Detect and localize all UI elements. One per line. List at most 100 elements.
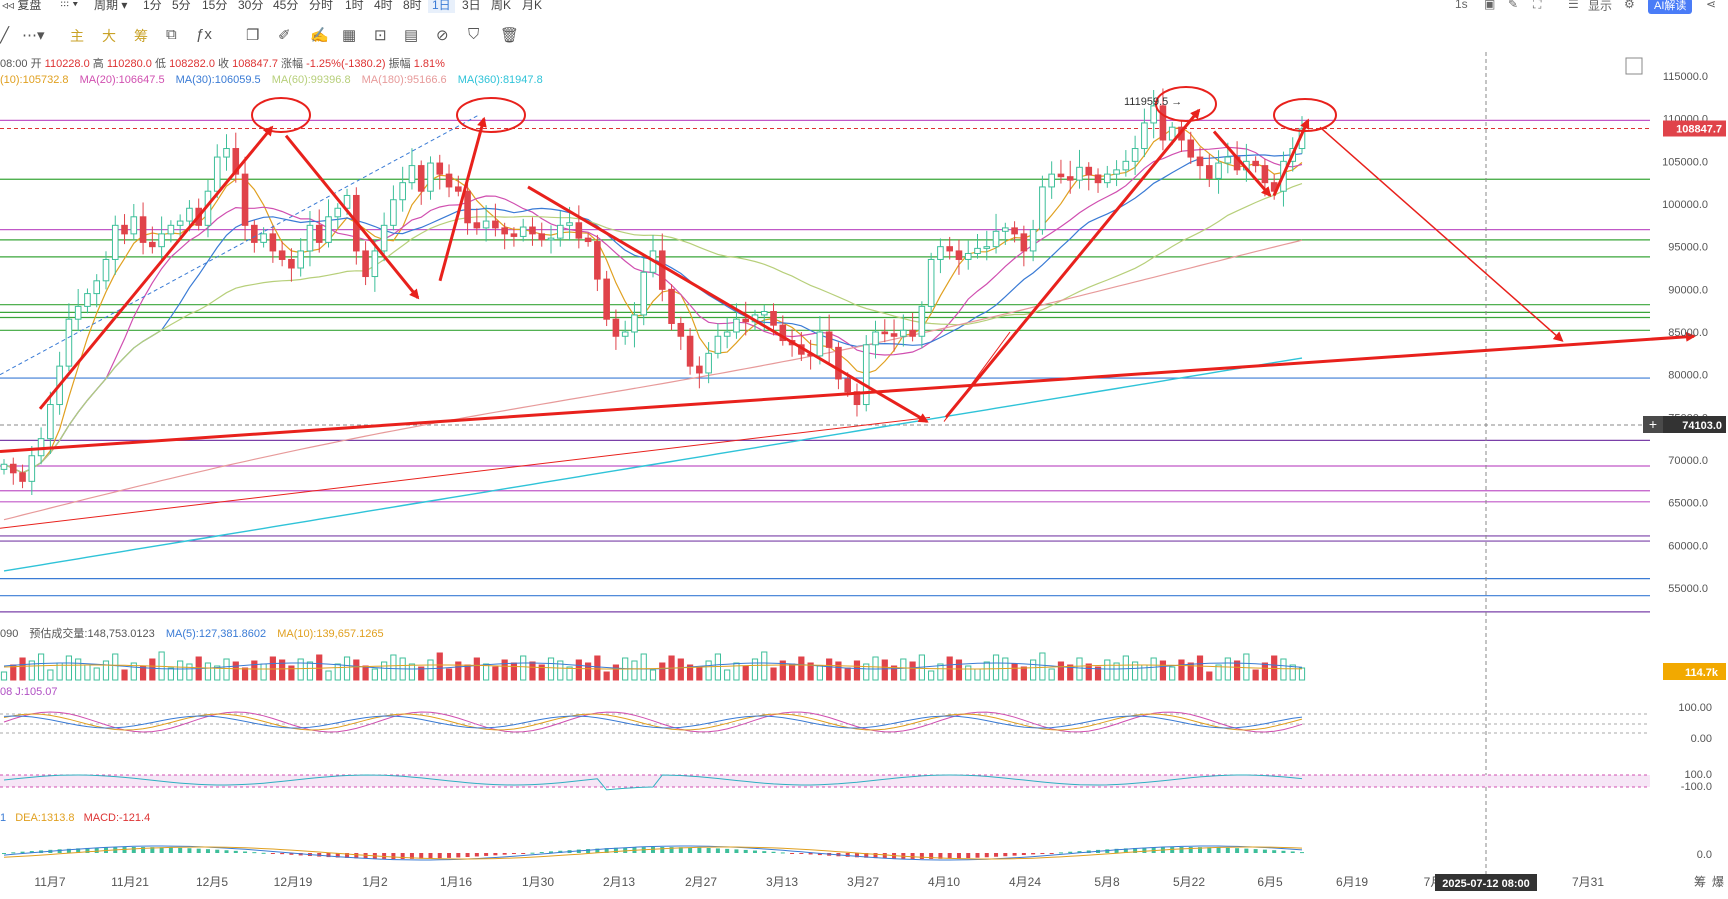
volume-bar (1178, 659, 1185, 681)
volume-bar (1169, 666, 1176, 681)
macd-bar (354, 853, 359, 859)
tab-week[interactable]: 周K (491, 0, 512, 12)
volume-bar (751, 658, 759, 681)
candle-body (427, 162, 434, 192)
candle-body (974, 247, 981, 254)
x-tick-label: 2月13 (603, 875, 635, 889)
big-order-button[interactable]: 大 (102, 28, 116, 44)
tab-month[interactable]: 月K (522, 0, 543, 12)
volume-bar (427, 659, 434, 681)
pen-icon[interactable]: ✎ (1508, 0, 1519, 11)
candle-body (1131, 148, 1139, 162)
macd-bar (1058, 852, 1063, 854)
line-tool-icon[interactable]: ╱ (0, 27, 10, 44)
calendar-icon[interactable]: ▦ (342, 27, 357, 44)
candle-body (760, 311, 768, 316)
macd-bar (604, 848, 609, 853)
magnet-icon[interactable]: ⊘ (436, 27, 449, 44)
candle-body (983, 246, 991, 249)
x-tick-label: 7月31 (1572, 875, 1604, 889)
share-icon[interactable]: ⋖ (1706, 0, 1717, 11)
compare-icon[interactable]: ⧉ (166, 26, 177, 43)
y-tick-label: 90000.0 (1668, 284, 1708, 296)
x-tick-label: 12月19 (274, 875, 313, 889)
y-tick-label: 105000.0 (1662, 156, 1708, 168)
note-icon[interactable]: ▤ (404, 27, 419, 44)
tab-8h[interactable]: 8时 (403, 0, 422, 12)
volume-bar (1298, 667, 1306, 681)
display-button[interactable]: 显示 (1588, 0, 1613, 13)
volume-bar (353, 659, 360, 681)
candle-body (640, 271, 648, 316)
volume-bar (788, 663, 796, 681)
candle-body (74, 305, 82, 320)
macd-bar (335, 853, 340, 858)
tab-1h[interactable]: 1时 (345, 0, 364, 12)
lock-icon[interactable]: ⊡ (374, 27, 387, 44)
copy-icon[interactable]: ❐ (246, 27, 260, 44)
volume-bar (1187, 662, 1194, 681)
tab-30m[interactable]: 30分 (238, 0, 264, 12)
volume-bar (900, 658, 907, 681)
tab-15m[interactable]: 15分 (202, 0, 228, 12)
candle-body (158, 233, 165, 248)
macd-bar (734, 849, 739, 853)
candle-body (668, 288, 675, 324)
candle-body (1066, 176, 1074, 181)
more-tools-icon[interactable]: ⋯▾ (22, 27, 45, 44)
candle-body (111, 224, 119, 260)
volume-bar (779, 660, 786, 681)
candle-body (47, 404, 54, 440)
tab-timeshare[interactable]: 分时 (309, 0, 334, 12)
period-dropdown[interactable]: 周期 ▾ (94, 0, 128, 12)
ai-interpret-button[interactable]: AI解读 (1648, 0, 1693, 14)
candle-body (223, 148, 230, 158)
tab-3d[interactable]: 3日 (462, 0, 481, 12)
tab-4h[interactable]: 4时 (374, 0, 393, 12)
candle-body (621, 331, 629, 337)
interval-label[interactable]: 1s (1455, 0, 1468, 11)
macd-bar (317, 853, 322, 857)
macd-bar (178, 847, 183, 853)
macd-bar (882, 853, 887, 859)
tab-45m[interactable]: 45分 (273, 0, 299, 12)
replay-button[interactable]: ◃◃ 复盘 (2, 0, 42, 12)
fullscreen-icon[interactable]: ⛶ (1533, 0, 1542, 11)
volume-bar (659, 662, 666, 681)
filter-icon[interactable]: ⛉ (468, 26, 480, 43)
candle-body (28, 455, 36, 482)
camera-icon[interactable]: ▣ (1484, 0, 1496, 11)
tab-5m[interactable]: 5分 (172, 0, 191, 12)
ma360-line (3, 357, 1303, 572)
cci-tick: -100.0 (1681, 781, 1712, 793)
indicator-icon[interactable]: ƒx (196, 26, 212, 43)
macd-bar (1003, 853, 1008, 857)
volume-bar (529, 661, 536, 681)
settings-icon[interactable]: ⚙ (1624, 0, 1635, 11)
chart-type-button[interactable]: ⫶⫶⫶ ▾ (60, 0, 79, 10)
tab-1d[interactable]: 1日 (428, 0, 455, 13)
macd-bar (1272, 850, 1277, 853)
list-icon[interactable]: ☰ (1568, 0, 1579, 11)
x-tick-label: 2月27 (685, 875, 717, 889)
tab-1m[interactable]: 1分 (143, 0, 162, 12)
macd-bar (1216, 847, 1221, 853)
macd-bar (20, 851, 25, 853)
volume-bar (436, 652, 443, 681)
candle-body (816, 331, 824, 357)
main-indicator-button[interactable]: 主 (70, 28, 84, 44)
candle-body (1029, 229, 1037, 252)
x-tick-label: 5月22 (1173, 875, 1205, 889)
macd-bar (697, 847, 702, 853)
volume-bar (1243, 653, 1250, 681)
macd-bar (558, 850, 563, 853)
chip-button[interactable]: 筹 (134, 28, 148, 44)
brush-icon[interactable]: ✍ (310, 27, 329, 44)
volume-bar (826, 658, 833, 681)
trash-icon[interactable]: 🗑 (500, 27, 520, 44)
crosshair-plus-icon: + (1649, 416, 1657, 432)
crosshair-price-label: 74103.0 (1682, 420, 1722, 432)
volume-bar (19, 657, 26, 681)
ruler-icon[interactable]: ✐ (278, 27, 291, 44)
